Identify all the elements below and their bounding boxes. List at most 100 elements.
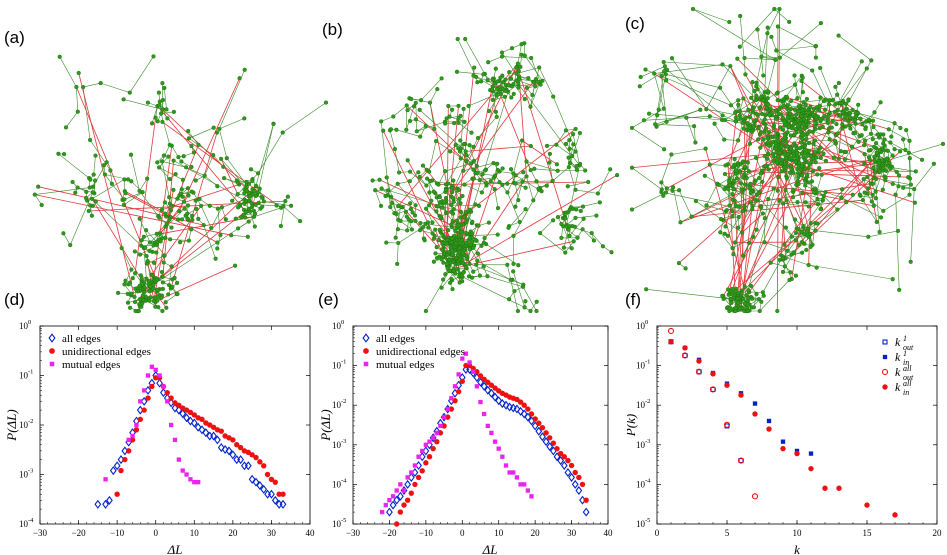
network-node <box>861 177 866 182</box>
network-node <box>836 33 841 38</box>
network-node <box>756 191 761 196</box>
network-node <box>747 125 753 130</box>
network-node <box>760 290 765 295</box>
network-link <box>838 61 863 104</box>
network-node <box>89 196 95 201</box>
data-point <box>481 411 487 417</box>
network-node <box>457 196 462 202</box>
data-point <box>225 446 233 456</box>
network-node <box>184 165 189 170</box>
network-node <box>86 208 91 214</box>
data-point <box>543 430 549 436</box>
network-node <box>803 200 808 205</box>
network-node <box>61 231 66 236</box>
network-link <box>562 226 572 249</box>
network-node <box>484 181 489 186</box>
network-node <box>767 112 772 117</box>
network-node <box>609 250 614 255</box>
network-node <box>795 171 801 176</box>
network-node <box>862 190 867 195</box>
network-node <box>820 124 825 129</box>
network-node <box>156 305 161 310</box>
network-node <box>444 261 450 266</box>
network-node <box>716 182 721 187</box>
network-node <box>780 256 785 261</box>
network-node <box>800 75 805 80</box>
data-point <box>256 480 264 490</box>
network-link <box>429 88 438 103</box>
network-link <box>566 165 580 225</box>
network-node <box>801 100 806 105</box>
data-point <box>237 444 244 451</box>
network-node <box>139 243 144 248</box>
network-node <box>586 179 591 185</box>
data-point <box>517 399 524 405</box>
network-node <box>730 192 735 197</box>
network-node <box>731 252 736 257</box>
network-node <box>475 258 480 263</box>
network-node <box>185 203 191 208</box>
x-tick-label: 20 <box>531 528 541 538</box>
series-unidirectional-edges <box>394 362 589 527</box>
network-node <box>819 117 824 122</box>
network-node <box>424 176 430 181</box>
network-node <box>890 181 895 186</box>
network-node <box>213 256 218 261</box>
network-node <box>722 137 727 142</box>
series-k-in-all <box>668 339 898 518</box>
network-node <box>746 169 751 174</box>
x-tick-label: 10 <box>494 528 504 538</box>
data-point <box>393 495 401 505</box>
network-node <box>436 204 441 209</box>
data-point <box>582 507 590 517</box>
network-node <box>629 207 635 212</box>
network-node <box>775 308 780 314</box>
network-node <box>866 117 871 123</box>
network-node <box>758 129 763 135</box>
network-node <box>853 121 858 126</box>
network-node <box>864 66 869 71</box>
network-node <box>795 200 800 205</box>
network-link <box>464 184 483 193</box>
network-node <box>670 188 675 193</box>
network-node <box>563 216 568 221</box>
network-link <box>111 183 125 200</box>
network-node <box>427 100 433 105</box>
data-point <box>138 399 143 404</box>
network-node <box>453 228 458 233</box>
network-node <box>121 202 127 207</box>
network-node <box>449 202 454 208</box>
network-node <box>724 208 729 213</box>
network-node <box>774 160 780 165</box>
network-node <box>408 206 413 212</box>
network-node <box>833 138 838 144</box>
network-node <box>779 169 784 174</box>
data-point <box>522 482 527 487</box>
network-link <box>844 144 865 153</box>
network-node <box>505 262 510 267</box>
network-node <box>867 157 872 162</box>
network-node <box>475 80 480 85</box>
network-node <box>754 80 759 85</box>
network-node <box>417 174 422 179</box>
network-node <box>160 308 165 314</box>
network-node <box>796 104 801 109</box>
network-node <box>434 245 439 250</box>
network-node <box>407 179 412 184</box>
network-node <box>463 265 469 270</box>
network-link <box>770 262 785 267</box>
data-point <box>480 381 488 391</box>
network-link <box>680 174 818 223</box>
network-node <box>762 216 767 221</box>
x-axis-label: k <box>794 542 800 555</box>
network-node <box>391 114 396 119</box>
network-node <box>157 103 162 108</box>
x-tick-label: 10 <box>190 528 200 538</box>
network-node <box>474 163 479 169</box>
network-node <box>874 176 879 181</box>
network-node <box>185 186 191 191</box>
network-link <box>910 189 915 262</box>
data-point <box>509 403 517 413</box>
network-node <box>176 217 181 222</box>
network-link <box>706 205 727 212</box>
